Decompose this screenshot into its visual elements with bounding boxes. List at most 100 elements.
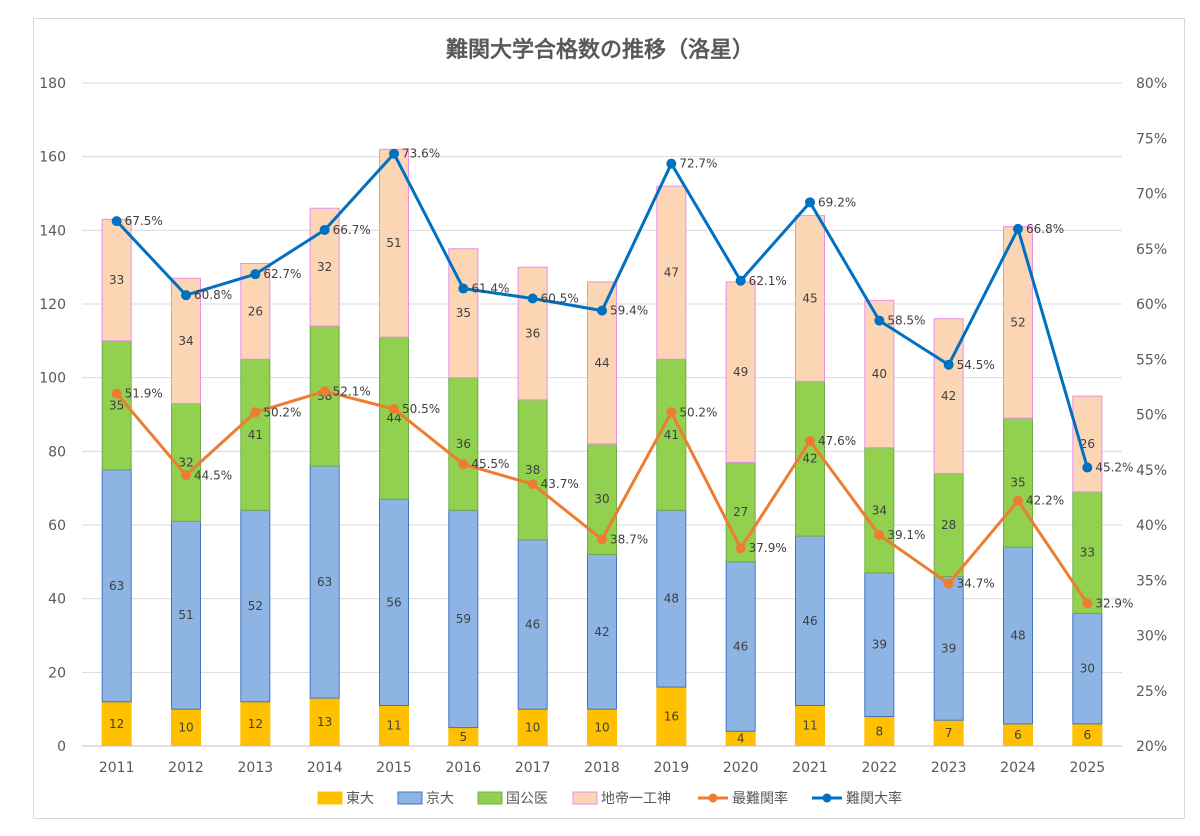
x-tick-label: 2014 <box>307 760 343 776</box>
bar-value-label: 36 <box>456 437 471 451</box>
legend-marker <box>708 793 718 803</box>
bar-value-label: 33 <box>1080 546 1095 560</box>
legend-label: 京大 <box>426 791 454 807</box>
bar-value-label: 46 <box>733 640 748 654</box>
bar-value-label: 4 <box>737 732 745 746</box>
bar-value-label: 8 <box>876 724 884 738</box>
bar-value-label: 42 <box>802 452 817 466</box>
bar-value-label: 12 <box>109 717 124 731</box>
rate-point <box>181 470 191 481</box>
rate-value-label: 47.6% <box>818 434 856 448</box>
bar-value-label: 35 <box>1010 476 1025 490</box>
bar-segment <box>864 572 895 718</box>
rate-point <box>805 197 815 208</box>
bar-value-label: 59 <box>456 612 471 626</box>
rate-point <box>735 543 746 554</box>
bar-value-label: 30 <box>594 492 609 506</box>
legend: 東大 京大 国公医 地帝一工神 最難関率 難関大率 <box>317 790 902 807</box>
rate-value-label: 32.9% <box>1095 596 1133 610</box>
rate-value-label: 50.2% <box>679 405 717 419</box>
y-right-tick-label: 75% <box>1136 131 1167 147</box>
x-tick-label: 2018 <box>584 760 620 776</box>
bar-segment <box>517 539 548 710</box>
x-tick-label: 2012 <box>168 760 204 776</box>
rate-value-label: 50.2% <box>263 405 301 419</box>
bar-value-label: 45 <box>802 291 817 305</box>
bar-segment <box>864 716 895 747</box>
bar-segment <box>448 377 479 511</box>
bar-segment <box>171 520 201 710</box>
rate-point <box>389 148 399 159</box>
legend-marker <box>822 793 832 803</box>
y-left-tick-label: 100 <box>39 371 66 387</box>
x-tick-label: 2015 <box>376 760 412 776</box>
bar-segment <box>1003 546 1033 725</box>
rate-point <box>1082 598 1093 609</box>
rate-point <box>1013 223 1023 234</box>
bar-segment <box>240 509 271 703</box>
bar-value-label: 5 <box>460 730 468 744</box>
rate-value-label: 45.5% <box>471 457 509 471</box>
bar-segment <box>240 262 271 360</box>
x-tick-label: 2023 <box>931 760 967 776</box>
bar-value-label: 6 <box>1084 728 1092 742</box>
rate-point <box>874 529 885 540</box>
x-tick-label: 2022 <box>862 760 898 776</box>
bar-segment <box>795 704 825 747</box>
rate-value-label: 51.9% <box>125 387 163 401</box>
x-tick-label: 2019 <box>654 760 690 776</box>
bar-value-label: 49 <box>733 365 748 379</box>
bar-value-label: 32 <box>178 455 193 469</box>
bar-value-label: 40 <box>872 367 887 381</box>
rate-value-label: 43.7% <box>541 477 579 491</box>
bar-value-label: 34 <box>178 334 193 348</box>
bar-segment <box>448 509 479 729</box>
bar-value-label: 63 <box>317 575 332 589</box>
bar-value-label: 10 <box>594 721 609 735</box>
bar-value-label: 30 <box>1080 662 1095 676</box>
rate-value-label: 50.5% <box>402 402 440 416</box>
rate-lines: 51.9% 44.5% 50.2% 52.1% 50.5% 45.5% 43.7% 38.7%… <box>111 147 1133 610</box>
y-right-tick-label: 65% <box>1136 242 1167 258</box>
rate-point <box>666 158 677 169</box>
legend-swatch <box>477 791 503 805</box>
bar-value-label: 48 <box>1010 629 1025 643</box>
bar-value-label: 44 <box>594 356 609 370</box>
x-axis: 2011 2012 2013 2014 2015 2016 2017 2018 2019 2020… <box>82 745 1122 776</box>
rate-value-label: 54.5% <box>957 358 995 372</box>
bar-segment <box>795 535 825 706</box>
bar-value-label: 47 <box>664 266 679 280</box>
bar-segment <box>240 701 271 747</box>
y-right-tick-label: 35% <box>1136 573 1167 589</box>
rate-value-label: 34.7% <box>957 577 995 591</box>
bar-segment <box>517 399 548 541</box>
bar-value-label: 41 <box>664 428 679 442</box>
bar-value-label: 35 <box>109 398 124 412</box>
bars <box>101 148 1103 747</box>
rate-point <box>874 315 885 326</box>
bar-value-label: 42 <box>594 625 609 639</box>
legend-swatch <box>397 791 423 805</box>
bar-value-label: 13 <box>317 715 332 729</box>
y-right-tick-label: 20% <box>1136 739 1167 755</box>
bar-value-label: 34 <box>872 503 887 517</box>
x-tick-label: 2024 <box>1000 760 1036 776</box>
bar-value-label: 52 <box>248 599 263 613</box>
bar-value-label: 7 <box>945 726 953 740</box>
y-left-tick-label: 80 <box>48 444 66 460</box>
rate-point <box>319 386 330 397</box>
bar-segment <box>933 576 964 721</box>
rate-point <box>111 216 122 227</box>
y-right-tick-label: 30% <box>1136 629 1167 645</box>
bar-value-labels: 1263353310513234125241261363383211564451… <box>109 236 1095 745</box>
bar-segment <box>656 185 687 360</box>
rate-point <box>181 290 191 301</box>
legend-label: 難関大率 <box>846 790 902 807</box>
y-left-tick-label: 120 <box>39 297 66 313</box>
rate-value-label: 44.5% <box>194 468 232 482</box>
bar-value-label: 41 <box>248 428 263 442</box>
y-left-tick-label: 160 <box>39 150 66 166</box>
rate-point <box>735 275 746 286</box>
bar-segment <box>725 281 756 463</box>
